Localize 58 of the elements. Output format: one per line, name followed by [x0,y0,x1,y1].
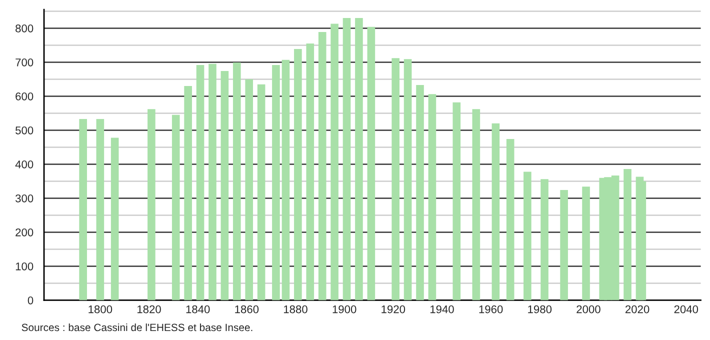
bar [428,94,436,300]
x-tick-label: 1940 [430,305,454,314]
bar [506,139,514,300]
y-tick-label: 0 [28,296,34,304]
bar [257,84,266,300]
bar [540,179,548,300]
bar [110,138,119,300]
x-tick-label: 2020 [625,305,650,314]
x-tick-label: 1900 [332,305,356,314]
bar [184,86,192,300]
y-tick-label: 800 [16,24,34,32]
bar [232,62,241,300]
bar [220,71,229,300]
source-note: Sources : base Cassini de l'EHESS et base Insee. [22,323,252,332]
bar [148,109,156,300]
x-tick-label: 1800 [88,305,112,314]
bar [452,102,461,300]
bar [172,114,180,300]
y-tick-label: 500 [16,126,34,134]
y-tick-label: 300 [15,194,34,202]
x-tick-label: 1960 [479,305,503,314]
x-tick-label: 1840 [186,305,210,314]
bar [245,79,254,300]
y-tick-label: 700 [16,58,34,66]
x-tick-label: 2040 [674,305,698,314]
bar [282,60,290,300]
bar [624,168,632,300]
x-tick-label: 1980 [528,305,552,314]
x-tick-label: 1920 [382,305,406,314]
bar [636,176,644,300]
bar [560,190,568,300]
bar [330,24,338,300]
bar [318,32,326,300]
x-tick-label: 2000 [576,305,600,314]
bar [79,119,87,300]
x-tick-label: 1820 [137,305,161,314]
bar [582,186,590,300]
bar [342,18,351,300]
bar [392,58,400,300]
bar [208,64,216,300]
x-tick-label: 1860 [235,305,259,314]
bar [472,109,480,300]
bar [367,26,376,300]
bar [492,123,500,300]
bar [272,64,280,300]
y-tick-label: 600 [16,92,34,100]
bar [306,44,314,300]
bar [196,64,204,300]
bar [355,18,363,300]
bar [416,85,424,300]
y-tick-label: 100 [16,262,34,270]
bar [404,59,412,300]
x-tick-label: 1880 [284,305,308,314]
bar [524,172,532,300]
bar [294,48,302,300]
bar [96,119,104,300]
y-tick-label: 400 [15,160,34,168]
y-tick-label: 200 [16,228,34,236]
